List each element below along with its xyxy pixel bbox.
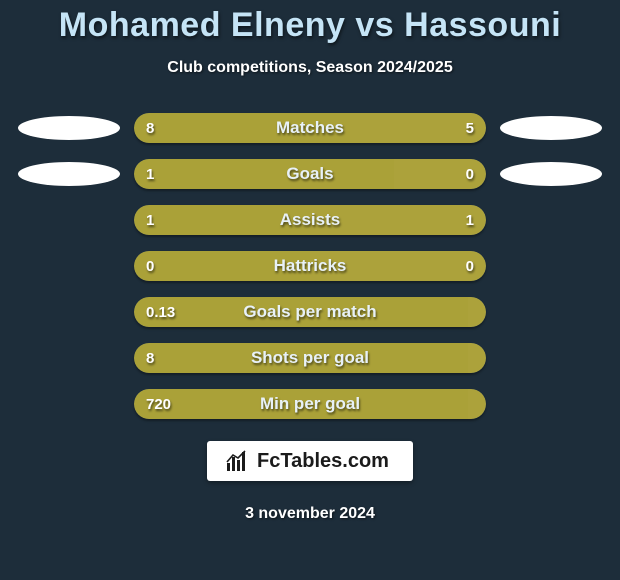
title-player2: Hassouni	[404, 6, 561, 44]
stat-bar-right-fill	[350, 113, 486, 143]
stat-bar: Matches85	[134, 113, 486, 143]
stat-row: Matches85	[0, 113, 620, 143]
stat-bar-left-fill	[134, 205, 310, 235]
stat-bar-right-fill	[468, 389, 486, 419]
subtitle: Club competitions, Season 2024/2025	[167, 59, 452, 77]
stat-bar-left-fill	[134, 113, 350, 143]
stat-bar: Hattricks00	[134, 251, 486, 281]
team-badge-right	[500, 116, 602, 140]
stat-bar: Assists11	[134, 205, 486, 235]
stat-bar-left-fill	[134, 159, 394, 189]
stat-bar-right-fill	[468, 297, 486, 327]
comparison-card: Mohamed Elneny vs Hassouni Club competit…	[0, 0, 620, 580]
stat-bar-left-fill	[134, 297, 468, 327]
stat-bar-right-fill	[310, 205, 486, 235]
stat-bar-right-fill	[468, 343, 486, 373]
stat-bar-right-fill	[394, 159, 486, 189]
stat-bar: Min per goal720	[134, 389, 486, 419]
stat-row: Hattricks00	[0, 251, 620, 281]
team-badge-left	[18, 162, 120, 186]
stat-bar-left-fill	[134, 389, 468, 419]
stat-bar-left-fill	[134, 343, 468, 373]
branding-badge: FcTables.com	[207, 441, 413, 481]
bar-chart-icon	[225, 449, 249, 473]
stat-bar: Goals per match0.13	[134, 297, 486, 327]
stat-row: Min per goal720	[0, 389, 620, 419]
stat-rows: Matches85 Goals10 Assists11 Hattricks00 Goal…	[0, 113, 620, 419]
stat-row: Shots per goal8	[0, 343, 620, 373]
title-player1: Mohamed Elneny	[59, 6, 346, 44]
title-vs: vs	[355, 6, 394, 44]
stat-bar: Shots per goal8	[134, 343, 486, 373]
stat-bar-left-fill	[134, 251, 310, 281]
stat-bar: Goals10	[134, 159, 486, 189]
stat-bar-right-fill	[310, 251, 486, 281]
stat-row: Goals10	[0, 159, 620, 189]
team-badge-left	[18, 116, 120, 140]
page-title: Mohamed Elneny vs Hassouni	[59, 6, 561, 45]
date-text: 3 november 2024	[245, 505, 375, 523]
team-badge-right	[500, 162, 602, 186]
stat-row: Assists11	[0, 205, 620, 235]
branding-text: FcTables.com	[257, 450, 389, 473]
stat-row: Goals per match0.13	[0, 297, 620, 327]
